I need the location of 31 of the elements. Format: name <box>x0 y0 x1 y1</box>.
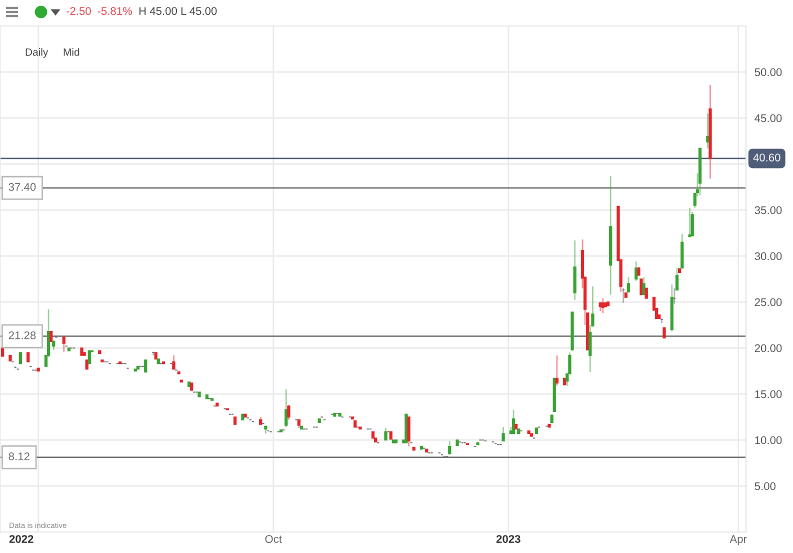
candlestick <box>88 350 91 364</box>
y-tick-label: 30.00 <box>754 252 782 260</box>
y-tick-label: 20.00 <box>754 344 782 352</box>
ref-line-label: 37.40 <box>8 183 36 191</box>
candlestick <box>85 359 88 370</box>
y-tick-label: 50.00 <box>754 68 782 76</box>
x-tick-label: 2023 <box>496 535 520 543</box>
candlestick <box>640 278 643 296</box>
candlestick <box>18 352 22 364</box>
annotation: Mid <box>64 48 80 56</box>
candlestick <box>50 330 53 342</box>
x-tick-label: Oct <box>265 535 282 543</box>
text: -5.81% <box>98 7 132 15</box>
y-tick-label: 15.00 <box>755 390 782 398</box>
ref-line-label: 40.60 <box>753 154 780 162</box>
text: 2022 <box>9 535 34 543</box>
candlestick <box>26 352 30 362</box>
candlestick <box>144 359 148 374</box>
y-tick-label: 45.00 <box>754 114 782 122</box>
text: -2.50 <box>66 7 91 15</box>
candlestick <box>662 327 666 338</box>
ref-line-label: 21.28 <box>8 331 36 340</box>
y-tick-label: 35.00 <box>754 206 782 214</box>
y-tick-label: 5.00 <box>754 482 776 490</box>
ref-line-label: 8.12 <box>8 452 30 460</box>
y-tick-label: 10.00 <box>755 436 782 444</box>
y-tick-label: 25.00 <box>754 298 782 306</box>
candlestick <box>644 288 648 299</box>
x-tick-label: Apr <box>730 535 747 546</box>
annotation: Daily <box>26 48 48 58</box>
text: H 45.00 L 45.00 <box>139 7 217 15</box>
